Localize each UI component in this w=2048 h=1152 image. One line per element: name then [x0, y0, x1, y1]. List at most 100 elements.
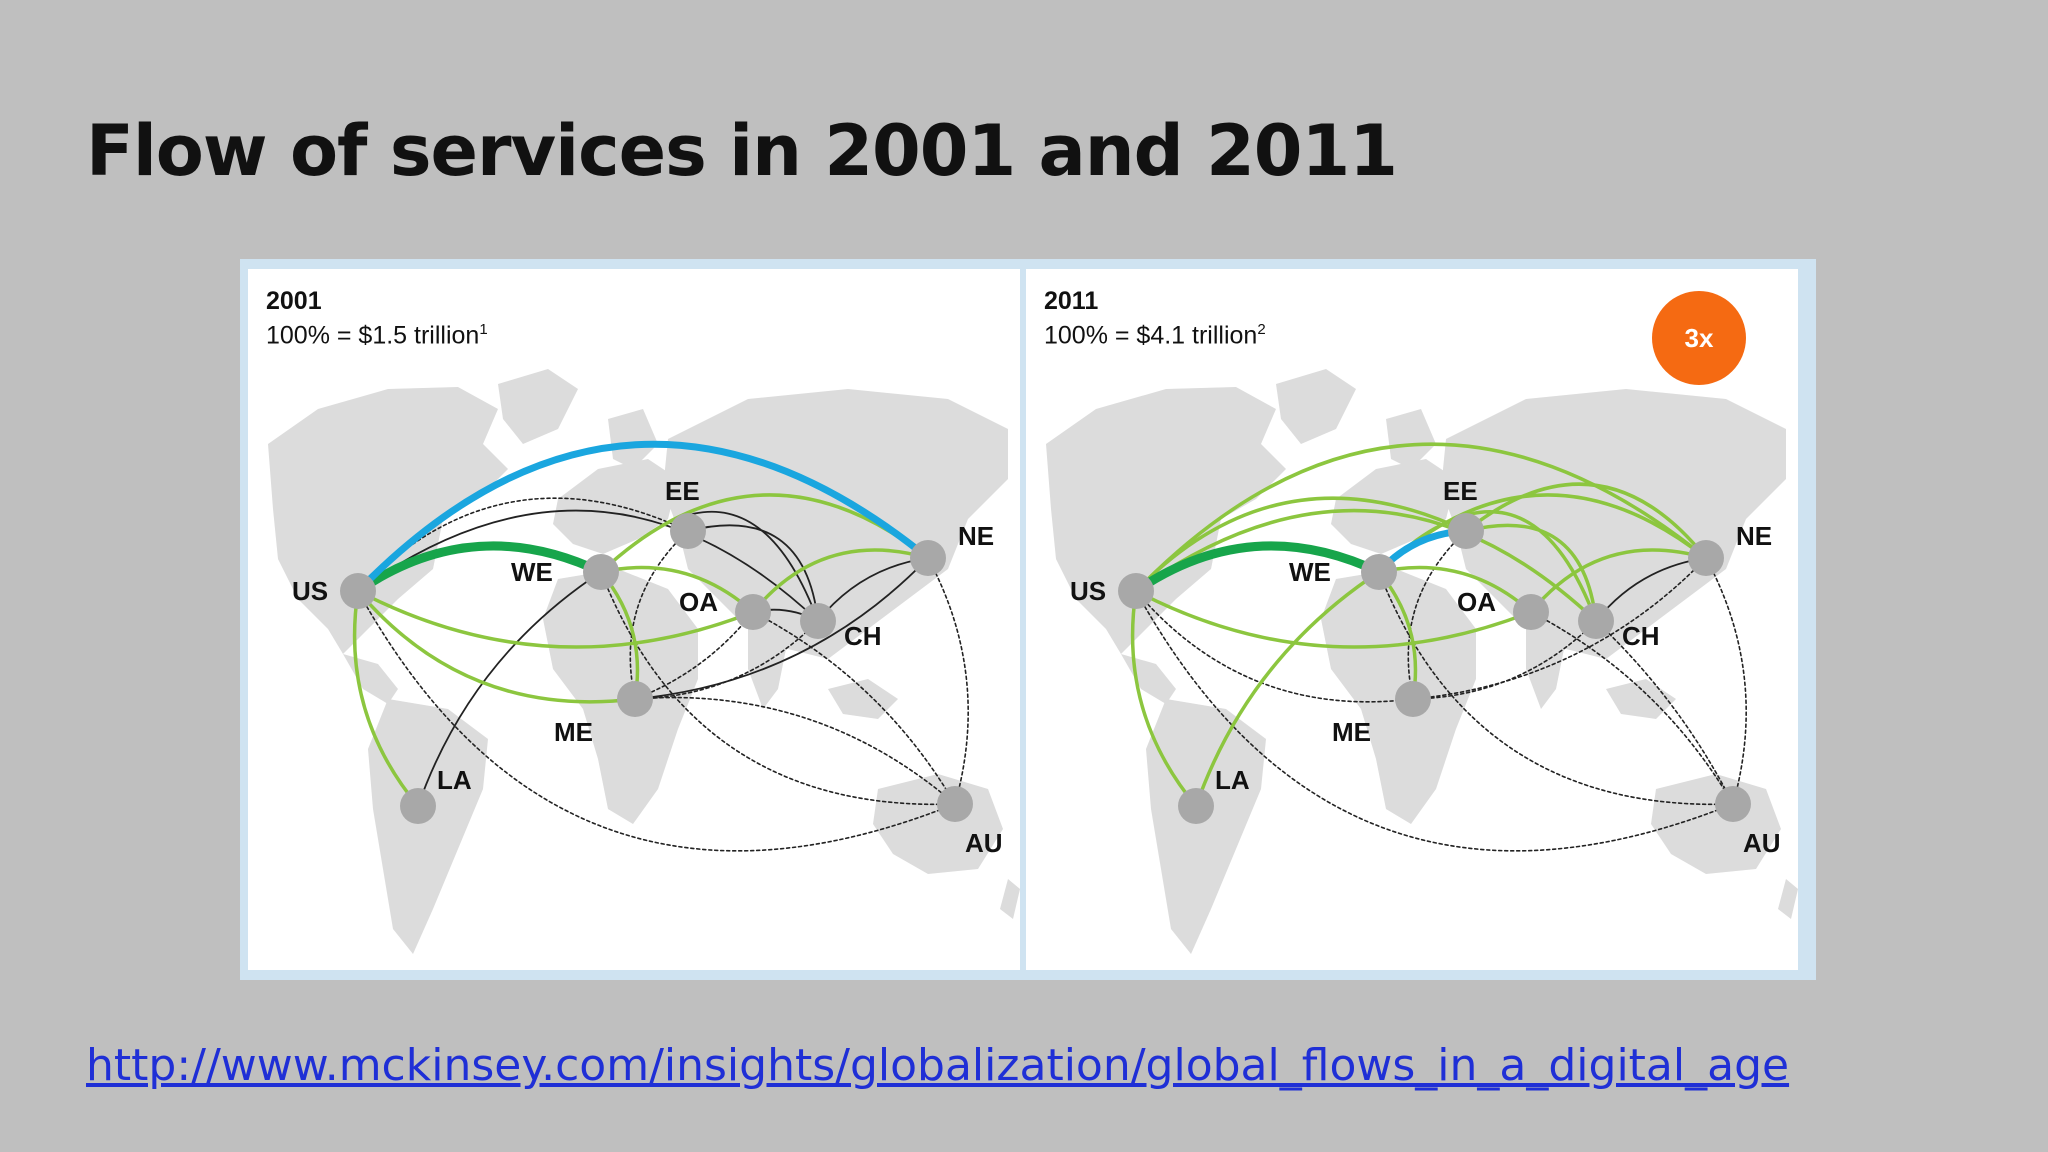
landmass-shape: [1778, 879, 1798, 919]
panel-year: 2011: [1044, 287, 1099, 315]
region-node-ee: [1448, 513, 1484, 549]
flow-line-we-oa: [1377, 565, 1533, 614]
landmass-shape: [268, 387, 508, 654]
region-node-ne: [910, 540, 946, 576]
landmass-shape: [748, 629, 788, 709]
flow-line-us-we: [353, 541, 606, 596]
region-label-us: US: [1070, 576, 1106, 606]
landmass-shape: [1651, 774, 1781, 874]
landmass-shape: [873, 774, 1003, 874]
flow-line-we-la: [1194, 570, 1381, 808]
landmass-shape: [608, 409, 658, 469]
region-node-ee: [670, 513, 706, 549]
region-label-au: AU: [1743, 828, 1781, 858]
panel-year: 2001: [266, 287, 322, 315]
landmass-shape: [1276, 369, 1356, 444]
landmass-shape: [1000, 879, 1020, 919]
region-node-we: [1361, 554, 1397, 590]
flow-line-us-ch: [357, 509, 819, 622]
region-node-ch: [800, 603, 836, 639]
flow-line-oa-au: [752, 611, 956, 805]
landmass-shape: [1386, 409, 1436, 469]
flow-line-me-ne: [1412, 557, 1707, 700]
region-label-us: US: [292, 576, 328, 606]
region-node-oa: [735, 594, 771, 630]
flow-line-us-ch: [1134, 508, 1598, 623]
flow-line-us-la: [352, 589, 420, 808]
flow-line-us-oa: [1134, 589, 1533, 649]
region-label-ch: CH: [1622, 621, 1660, 651]
panel-total: 100% = $4.1 trillion2: [1044, 321, 1266, 350]
world-map-landmass: [268, 369, 1020, 954]
flow-line-us-ee: [1134, 496, 1468, 593]
region-label-ee: EE: [665, 476, 700, 506]
flow-line-us-au: [357, 590, 956, 852]
flow-line-us-ee: [357, 497, 689, 592]
region-label-ne: NE: [958, 521, 994, 551]
flow-line-us-la: [1130, 589, 1198, 808]
flow-line-oa-au: [1530, 611, 1734, 805]
flow-line-ee-ch: [687, 524, 819, 622]
region-label-la: LA: [437, 765, 472, 795]
growth-badge: 3x: [1652, 291, 1746, 385]
panel-2011: US WE EE NE OA CH ME LA AU 2011 100% = $4.1 tril…: [1026, 269, 1798, 970]
region-label-me: ME: [1332, 717, 1371, 747]
region-nodes: US WE EE NE OA CH ME LA AU: [292, 476, 1003, 858]
landmass-shape: [498, 369, 578, 444]
flow-line-au-ne: [1705, 557, 1747, 805]
landmass-shape: [368, 699, 488, 954]
region-node-ch: [1578, 603, 1614, 639]
landmass-shape: [1146, 699, 1266, 954]
flow-line-ee-ne: [1464, 482, 1708, 560]
landmass-shape: [553, 459, 678, 554]
region-label-ch: CH: [844, 621, 882, 651]
region-label-la: LA: [1215, 765, 1250, 795]
region-node-me: [1395, 681, 1431, 717]
flow-line-me-ch: [1412, 620, 1597, 700]
landmass-shape: [1526, 629, 1566, 709]
flow-line-us-me: [356, 589, 637, 704]
region-label-au: AU: [965, 828, 1003, 858]
region-label-me: ME: [554, 717, 593, 747]
region-label-we: WE: [511, 557, 553, 587]
region-node-we: [583, 554, 619, 590]
flow-line-us-we: [1131, 541, 1384, 596]
flow-line-oa-ne: [751, 548, 930, 614]
flow-map-2011: US WE EE NE OA CH ME LA AU: [1046, 369, 1798, 954]
region-node-ne: [1688, 540, 1724, 576]
flow-line-me-ne: [634, 557, 929, 700]
landmass-shape: [1121, 654, 1176, 704]
region-label-ee: EE: [1443, 476, 1478, 506]
flow-line-us-ne: [354, 440, 932, 595]
region-label-oa: OA: [1457, 587, 1496, 617]
panel-total: 100% = $1.5 trillion1: [266, 321, 488, 350]
flow-line-we-la: [417, 571, 602, 807]
region-node-me: [617, 681, 653, 717]
flow-line-we-au: [1378, 571, 1734, 806]
panel-total-footnote: 1: [479, 321, 488, 338]
region-node-au: [1715, 786, 1751, 822]
region-nodes: US WE EE NE OA CH ME LA AU: [1070, 476, 1781, 858]
flow-line-us-ne: [1134, 442, 1708, 593]
flow-line-us-au: [1135, 590, 1734, 852]
flow-line-ee-ch: [1464, 523, 1598, 623]
flow-map-2001: US WE EE NE OA CH ME LA AU: [268, 369, 1020, 954]
flow-line-we-au: [600, 571, 956, 806]
panel-total-text: 100% = $1.5 trillion: [266, 321, 480, 350]
landmass-shape: [343, 654, 398, 704]
source-link[interactable]: http://www.mckinsey.com/insights/globali…: [86, 1040, 1790, 1091]
region-label-oa: OA: [679, 587, 718, 617]
world-map-landmass: [1046, 369, 1798, 954]
flow-line-au-ne: [927, 557, 969, 805]
landmass-shape: [828, 679, 898, 719]
flow-line-we-oa: [599, 565, 755, 614]
landmass-shape: [1046, 387, 1286, 654]
flow-line-oa-ne: [1529, 548, 1708, 614]
slide-title: Flow of services in 2001 and 2011: [86, 110, 1398, 192]
flow-line-us-oa: [356, 589, 755, 649]
region-label-ne: NE: [1736, 521, 1772, 551]
flow-map-figure: US WE EE NE OA CH ME LA AU 2001 100% = $1.5 tril…: [240, 259, 1816, 980]
region-node-oa: [1513, 594, 1549, 630]
flow-line-ee-me: [1407, 530, 1467, 700]
region-node-us: [1118, 573, 1154, 609]
